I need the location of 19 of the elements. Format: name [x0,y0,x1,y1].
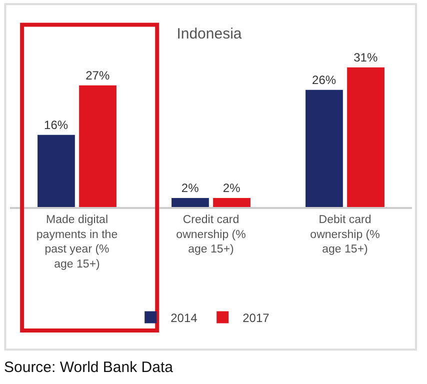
data-label: 27% [86,68,110,82]
source-note: Source: World Bank Data [4,359,174,376]
bar [213,198,250,207]
bar [306,90,343,207]
bar [79,85,116,207]
x-tick-label: Debit card ownership (% age 15+) [310,214,380,256]
data-label: 26% [312,72,336,87]
x-tick-label: Made digital payments in the past year (% age 15+) [36,214,118,271]
x-tick-label: Credit card ownership (% age 15+) [176,214,246,256]
data-label: 16% [44,118,68,132]
bar [38,134,75,207]
chart-title: Indonesia [176,25,242,42]
data-label: 2% [222,180,241,195]
bar [347,67,384,207]
bar [172,198,209,207]
legend-label: 2017 [242,310,270,325]
data-label: 31% [354,50,378,64]
data-label: 2% [181,180,200,195]
legend-label: 2014 [170,310,198,325]
